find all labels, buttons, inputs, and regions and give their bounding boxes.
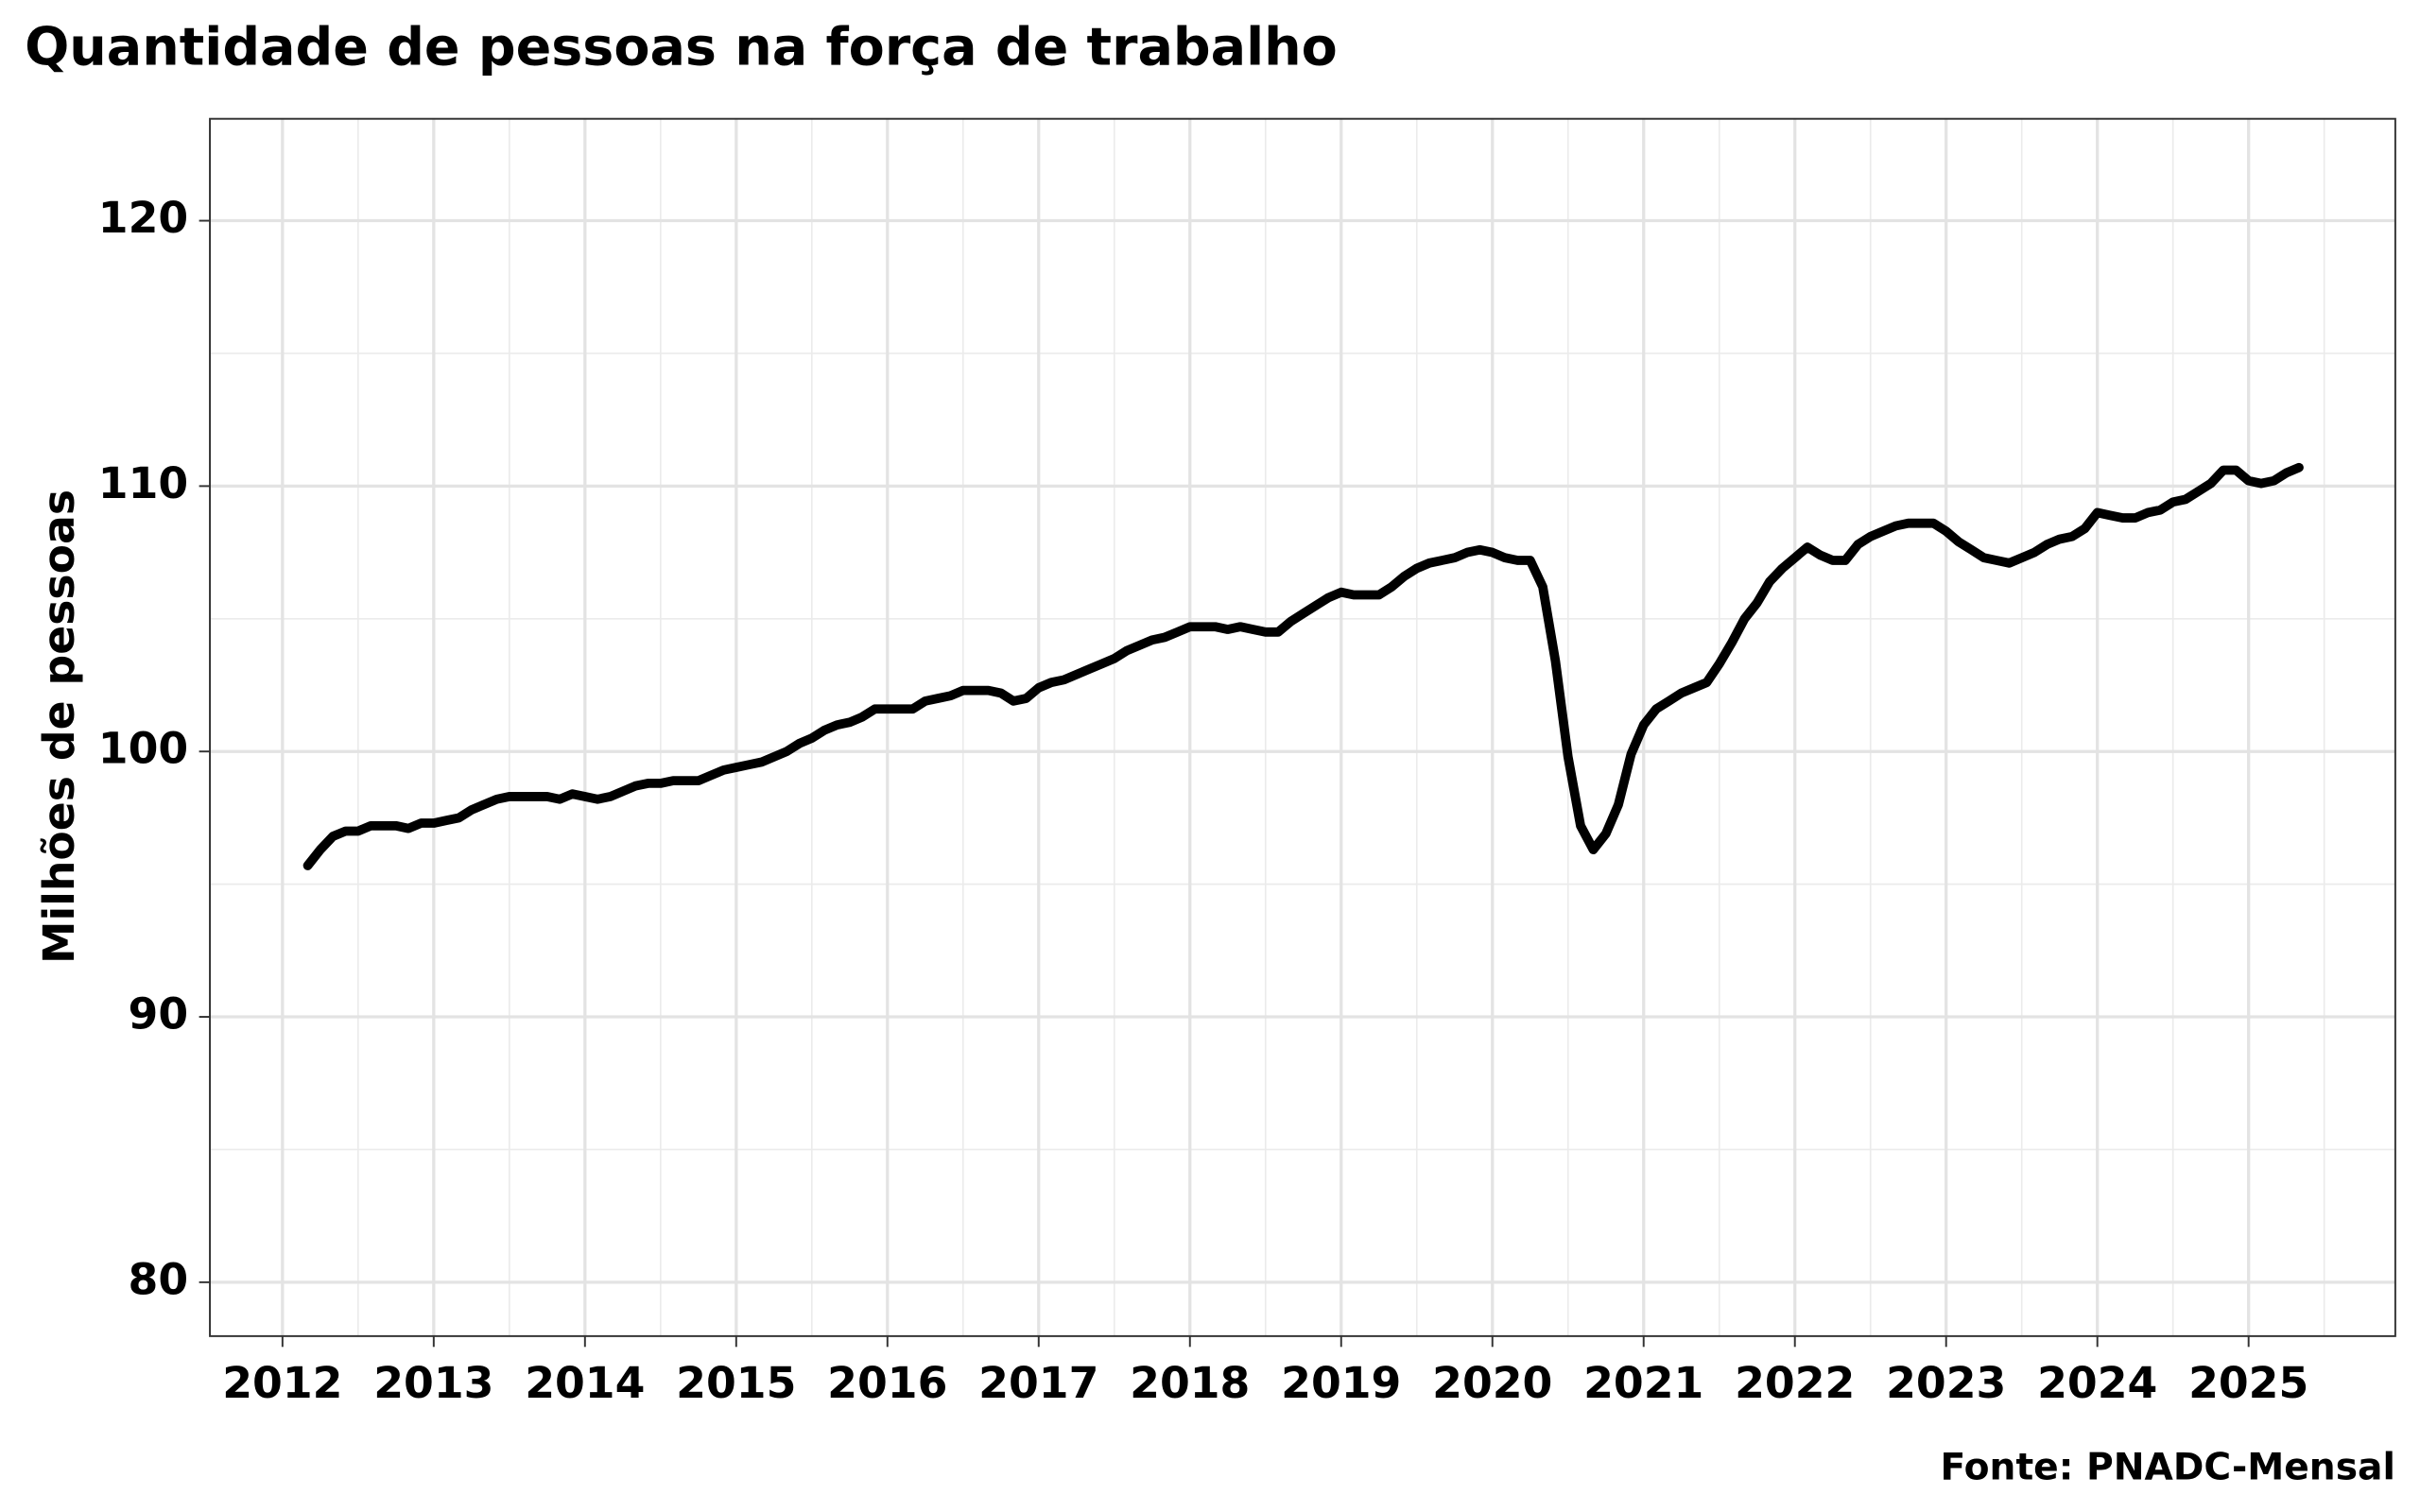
y-tick-label: 120 [98,193,188,243]
plot-border [209,117,2396,1337]
y-tick-label: 90 [129,989,189,1040]
ticks: 2012 2013 2014 2015 2016 2017 2018 2019 2020 2021… [98,193,2309,1408]
y-tick-label: 100 [98,724,188,774]
x-tick-label: 2013 [373,1358,493,1408]
y-tick-label: 110 [98,458,188,508]
x-tick-label: 2019 [1281,1358,1401,1408]
x-tick-label: 2017 [978,1358,1098,1408]
x-tick-label: 2016 [827,1358,947,1408]
y-axis-label: Milhões de pessoas [34,490,84,964]
x-tick-label: 2014 [525,1358,645,1408]
x-tick-label: 2025 [2188,1358,2308,1408]
y-tick-label: 80 [129,1254,189,1304]
x-tick-label: 2015 [676,1358,796,1408]
x-tick-label: 2012 [222,1358,342,1408]
chart-title: Quantidade de pessoas na força de trabal… [25,17,1338,78]
x-tick-label: 2020 [1432,1358,1552,1408]
data-line [302,462,2304,870]
x-tick-label: 2022 [1735,1358,1855,1408]
source-note: Fonte: PNADC-Mensal [1940,1447,2394,1489]
grid [210,118,2395,1336]
x-tick-label: 2023 [1886,1358,2006,1408]
marks [302,462,2304,870]
x-tick-label: 2024 [2037,1358,2157,1408]
x-tick-label: 2021 [1583,1358,1703,1408]
x-tick-label: 2018 [1130,1358,1250,1408]
